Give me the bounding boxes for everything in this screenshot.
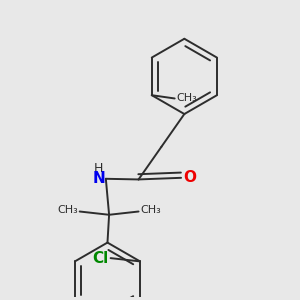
Text: O: O xyxy=(184,170,197,185)
Text: CH₃: CH₃ xyxy=(176,94,197,103)
Text: H: H xyxy=(94,162,103,175)
Text: CH₃: CH₃ xyxy=(57,205,78,215)
Text: N: N xyxy=(93,171,106,186)
Text: CH₃: CH₃ xyxy=(140,205,161,215)
Text: Cl: Cl xyxy=(93,250,109,266)
